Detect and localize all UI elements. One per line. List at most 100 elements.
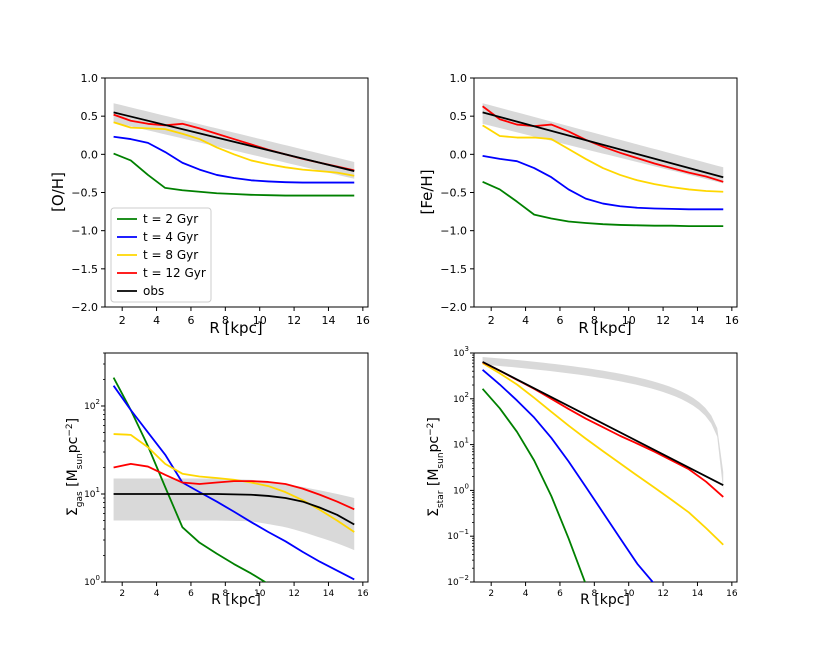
x-tick-label: 4 (523, 589, 529, 599)
series-line-t-4-gyr (112, 385, 355, 581)
x-tick-label: 4 (154, 589, 160, 599)
series-line-t-2-gyr (113, 152, 355, 197)
x-tick-label: 10 (253, 314, 267, 327)
x-tick-label: 16 (726, 589, 738, 599)
x-tick-label: 6 (556, 314, 563, 327)
y-tick-label: −0.5 (440, 187, 467, 200)
y-tick-label: −1.5 (440, 263, 467, 276)
y-tick-label: −2.0 (440, 301, 467, 314)
series-line-t-2-gyr (481, 388, 586, 582)
y-tick-label: −0.5 (71, 187, 98, 200)
series-line-t-8-gyr (113, 433, 355, 533)
x-tick-label: 14 (323, 589, 335, 599)
y-tick-label: 0.0 (450, 148, 468, 161)
panel-feh-xlabel: R [kpc] (578, 319, 631, 337)
y-tick-label: −1.0 (440, 225, 467, 238)
y-tick-label: 1.0 (450, 72, 468, 85)
y-tick-label: 100 (453, 482, 469, 496)
legend: t = 2 Gyr t = 4 Gyr t = 8 Gyr t = 12 Gyr… (110, 207, 212, 303)
x-tick-label: 8 (591, 589, 597, 599)
panel-oh-xlabel: R [kpc] (209, 319, 262, 337)
legend-item-obs: obs (117, 284, 164, 298)
x-tick-label: 14 (692, 589, 704, 599)
series-line-obs (482, 361, 724, 486)
series-line-obs (482, 111, 724, 179)
panel-oh: 2 4 6 8 10 12 14 16 −2.0 −1.5 −1.0 −0.5 0.0 0.5 1.0 R … (49, 72, 370, 337)
x-tick-label: 2 (119, 589, 125, 599)
x-tick-label: 14 (321, 314, 335, 327)
series-line-t-12-gyr (113, 462, 355, 511)
y-tick-label: −2.0 (71, 301, 98, 314)
panel-feh: 2 4 6 8 10 12 14 16 −2.0 −1.5 −1.0 −0.5 0.0 0.5 1.0 R … (418, 72, 739, 337)
legend-item-12gyr: t = 12 Gyr (117, 266, 206, 280)
y-tick-label: 103 (453, 345, 469, 359)
series-line-t-4-gyr (482, 154, 724, 211)
x-tick-label: 10 (622, 314, 636, 327)
x-tick-label: 12 (288, 589, 299, 599)
legend-item-8gyr: t = 8 Gyr (117, 248, 198, 262)
y-tick-label: 101 (453, 437, 469, 451)
x-tick-label: 6 (557, 589, 563, 599)
series-line-t-8-gyr (482, 124, 724, 193)
x-tick-label: 12 (287, 314, 301, 327)
legend-label-4gyr: t = 4 Gyr (143, 230, 198, 244)
x-tick-label: 2 (488, 589, 494, 599)
x-tick-label: 4 (153, 314, 160, 327)
legend-item-4gyr: t = 4 Gyr (117, 230, 198, 244)
series-line-t-2-gyr (482, 180, 724, 227)
x-tick-label: 4 (522, 314, 529, 327)
panel-star-xlabel: R [kpc] (580, 592, 630, 608)
legend-item-2gyr: t = 2 Gyr (117, 212, 198, 226)
y-tick-label: 102 (453, 391, 469, 405)
x-tick-label: 16 (357, 589, 369, 599)
panel-star: 2 4 6 8 10 12 14 16 10−2 10−1 100 101 102 103 R [kpc]… (426, 345, 738, 608)
x-tick-label: 12 (656, 314, 670, 327)
y-tick-label: −1.0 (71, 225, 98, 238)
obs-band (482, 356, 724, 491)
x-tick-label: 16 (725, 314, 739, 327)
x-tick-label: 6 (188, 589, 194, 599)
y-tick-label: 1.0 (81, 72, 99, 85)
x-tick-label: 6 (187, 314, 194, 327)
legend-label-8gyr: t = 8 Gyr (143, 248, 198, 262)
series-line-t-4-gyr (482, 369, 654, 582)
panel-gas-xlabel: R [kpc] (211, 592, 261, 608)
y-tick-label: 10−1 (447, 528, 469, 542)
panel-gas-ylabel: Σgas [Msunpc−2] (65, 418, 85, 516)
y-tick-label: 0.5 (81, 110, 99, 123)
y-tick-label: 10−2 (447, 574, 469, 588)
x-tick-label: 2 (119, 314, 126, 327)
obs-band (482, 103, 724, 184)
y-tick-label: 101 (84, 486, 100, 500)
panel-oh-ylabel: [O/H] (49, 172, 67, 212)
legend-label-obs: obs (143, 284, 164, 298)
x-tick-label: 2 (488, 314, 495, 327)
y-tick-label: 100 (84, 574, 100, 588)
x-tick-label: 8 (222, 314, 229, 327)
y-tick-label: 102 (84, 398, 100, 412)
series-line-t-8-gyr (482, 362, 724, 546)
x-tick-label: 8 (222, 589, 228, 599)
series-line-t-12-gyr (482, 105, 724, 183)
panel-gas-frame (104, 352, 369, 583)
y-tick-label: 0.5 (450, 110, 468, 123)
legend-label-2gyr: t = 2 Gyr (143, 212, 198, 226)
x-tick-label: 10 (254, 589, 266, 599)
panel-gas: 2 4 6 8 10 12 14 16 100 101 102 R [kpc] Σgas [Msun… (65, 352, 369, 608)
series-line-t-12-gyr (482, 361, 724, 498)
y-tick-label: 0.0 (81, 148, 99, 161)
series-line-t-2-gyr (112, 377, 267, 582)
series-line-obs (113, 493, 355, 526)
panel-star-frame (473, 352, 738, 583)
series-line-t-4-gyr (113, 135, 355, 184)
x-tick-label: 14 (690, 314, 704, 327)
y-tick-label: −1.5 (71, 263, 98, 276)
legend-box (110, 207, 212, 303)
series-line-obs (113, 111, 355, 173)
x-tick-label: 12 (657, 589, 668, 599)
x-tick-label: 8 (591, 314, 598, 327)
panel-star-ylabel: Σstar [Msunpc−2] (426, 417, 446, 517)
legend-label-12gyr: t = 12 Gyr (143, 266, 206, 280)
panel-feh-ylabel: [Fe/H] (418, 169, 436, 214)
